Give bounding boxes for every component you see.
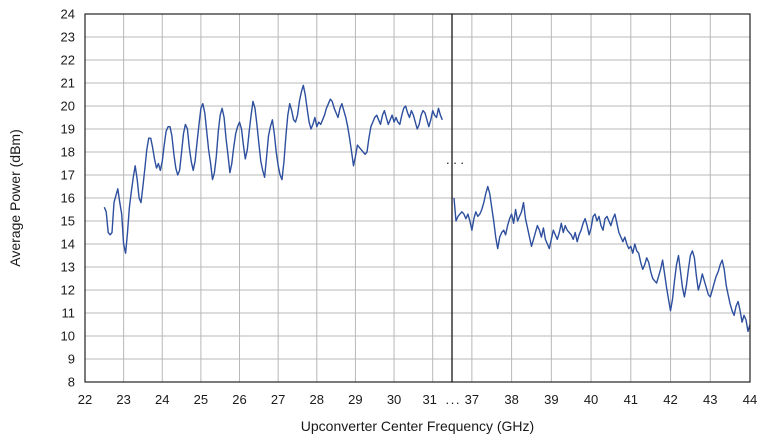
y-tick-label: 20: [61, 99, 75, 114]
axis-break-marker: . . .: [446, 152, 464, 167]
y-tick-label: 19: [61, 122, 75, 137]
power-series-line: [103, 84, 443, 254]
y-tick-label: 14: [61, 237, 75, 252]
x-tick-label: 27: [271, 392, 285, 407]
y-axis-title: Average Power (dBm): [7, 129, 23, 266]
x-tick-label: 23: [116, 392, 130, 407]
x-tick-label: 31: [422, 392, 436, 407]
x-tick-label: 39: [544, 392, 558, 407]
y-tick-label: 8: [68, 375, 75, 390]
plot-frame-right: [451, 13, 751, 383]
x-tick-label: 25: [194, 392, 208, 407]
gridlines: [85, 14, 750, 382]
y-tick-labels: 8 9 10 11 12 13 14 15 16 17 18 19 20 21 22 23 24: [61, 7, 75, 390]
y-tick-label: 15: [61, 214, 75, 229]
x-tick-label: 44: [743, 392, 757, 407]
x-tick-labels: 22 23 24 25 26 27 28 29 30 31 37 38 39 40 41 42 43 44 . . …: [78, 392, 757, 407]
y-tick-label: 23: [61, 30, 75, 45]
axis-break-tick-marker: . . .: [445, 392, 458, 407]
y-tick-label: 9: [68, 352, 75, 367]
x-tick-label: 24: [155, 392, 169, 407]
y-tick-label: 24: [61, 7, 75, 22]
x-tick-label: 42: [663, 392, 677, 407]
x-tick-label: 30: [387, 392, 401, 407]
y-tick-label: 12: [61, 283, 75, 298]
power-series-line: [453, 185, 751, 333]
y-tick-label: 17: [61, 168, 75, 183]
x-tick-label: 43: [703, 392, 717, 407]
y-tick-label: 21: [61, 76, 75, 91]
x-axis-title: Upconverter Center Frequency (GHz): [301, 418, 534, 434]
y-tick-label: 22: [61, 53, 75, 68]
y-tick-label: 13: [61, 260, 75, 275]
y-tick-label: 10: [61, 329, 75, 344]
y-tick-label: 18: [61, 145, 75, 160]
y-tick-label: 16: [61, 191, 75, 206]
x-tick-label: 40: [584, 392, 598, 407]
x-tick-label: 41: [624, 392, 638, 407]
x-tick-label: 28: [310, 392, 324, 407]
x-tick-label: 37: [465, 392, 479, 407]
y-tick-label: 11: [62, 306, 76, 321]
x-tick-label: 38: [504, 392, 518, 407]
x-tick-label: 29: [348, 392, 362, 407]
x-tick-label: 26: [232, 392, 246, 407]
x-tick-label: 22: [78, 392, 92, 407]
series-layer: [103, 84, 751, 333]
